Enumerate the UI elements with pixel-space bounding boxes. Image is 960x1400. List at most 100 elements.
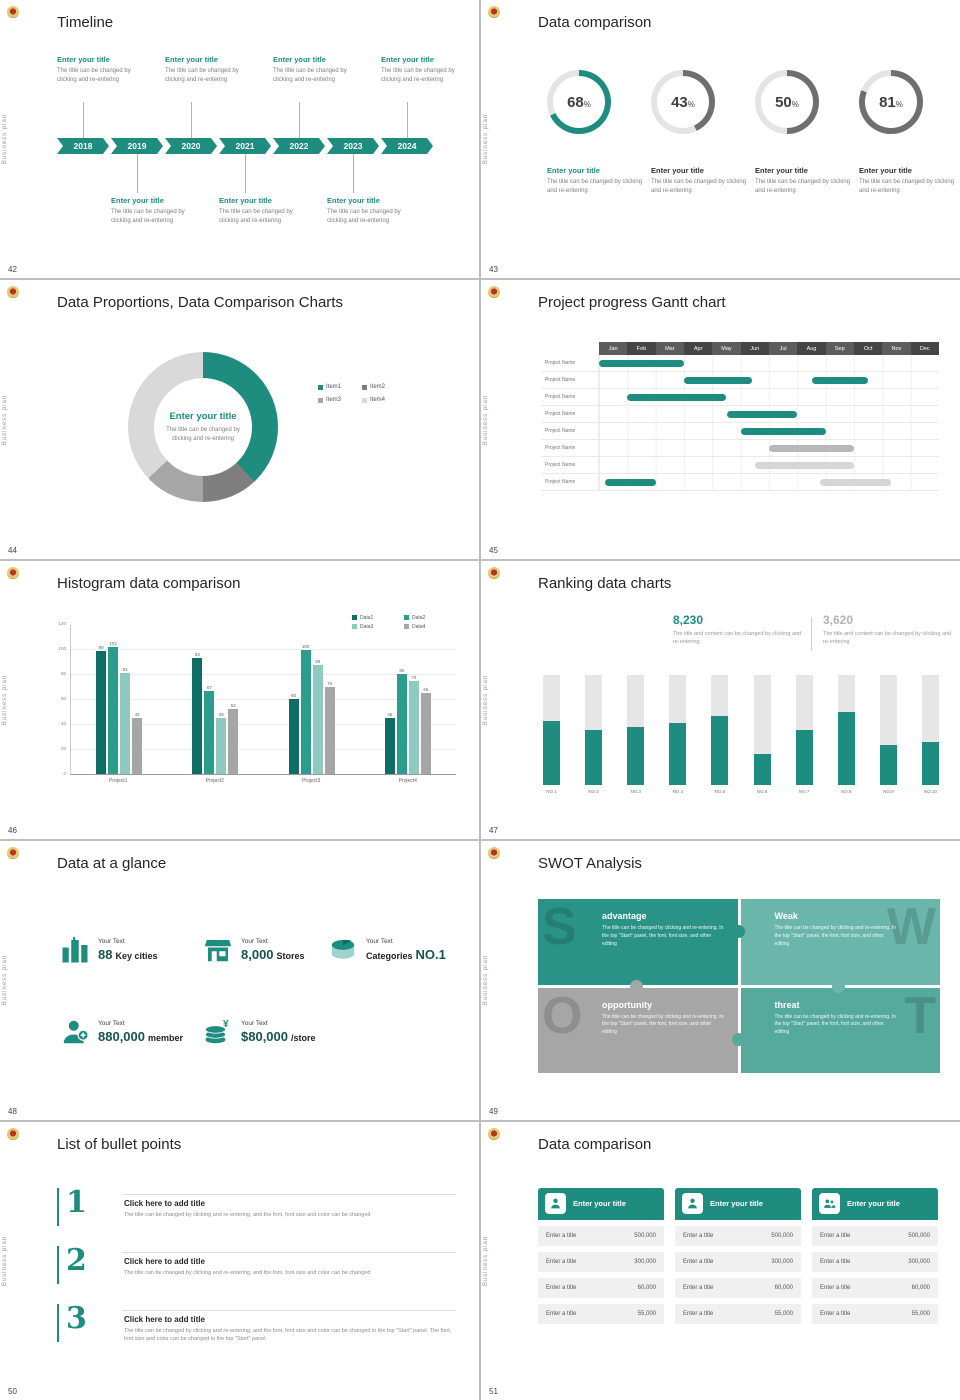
emblem-logo-icon: [488, 847, 500, 860]
ring-percent: 68: [567, 94, 584, 111]
timeline-connector: [191, 102, 192, 138]
year-marker: 2023: [327, 138, 379, 154]
stat-block: 3,620 The title and content can be chang…: [823, 612, 952, 646]
page-number: 44: [8, 545, 17, 555]
sidebar-vertical-text: Business plan: [2, 1235, 8, 1286]
card-title: Enter your title: [573, 1199, 626, 1209]
timeline-connector: [353, 154, 354, 193]
bullet-rule: [122, 1309, 456, 1311]
donut-legend: Item1 Item2 Item3 Item4: [318, 384, 406, 403]
slide-timeline[interactable]: Business plan Timeline Enter your title …: [0, 0, 479, 279]
y-tick: 80: [60, 670, 66, 676]
slide-glance[interactable]: Business plan Data at a glance Your Text…: [0, 841, 479, 1120]
swot-strength-quadrant: S advantage The title can be changed by c…: [538, 899, 738, 985]
timeline-connector: [407, 102, 408, 138]
progress-ring: 81%: [859, 70, 923, 134]
year-marker: 2021: [219, 138, 271, 154]
slide-title: Project progress Gantt chart: [538, 294, 726, 312]
stat-item: Your Text 88 Key cities: [60, 935, 158, 965]
emblem-logo-icon: [488, 6, 500, 18]
year-marker: 2018: [57, 138, 109, 154]
group-icon: [819, 1193, 840, 1215]
slide-swot[interactable]: Business plan SWOT Analysis S advantage T…: [481, 841, 960, 1120]
bar-group: 45 80 75 65: [384, 625, 431, 774]
coins-icon: ¥: [205, 1019, 229, 1044]
slide-title: SWOT Analysis: [538, 855, 642, 873]
bullet-desc: The title can be changed by clicking and…: [124, 1327, 452, 1342]
slide-donut[interactable]: Business plan Data Proportions, Data Com…: [0, 280, 479, 559]
emblem-logo-icon: [488, 286, 500, 299]
stat-value: 8,230: [673, 612, 704, 627]
gantt-bar: [627, 394, 727, 402]
gantt-row: Project Name: [541, 372, 939, 390]
gantt-bar: [604, 479, 656, 487]
bullet-number: 3: [66, 1300, 87, 1336]
emblem-logo-icon: [488, 566, 500, 579]
histogram-plot: 99 102 81 45 93 67 45 52 60 100 88 70 45…: [70, 624, 456, 775]
stat-item: ¥ Your Text $80,000/store: [203, 1017, 316, 1047]
ring-entry: Enter your title The title can be change…: [651, 166, 747, 195]
y-tick: 120: [58, 620, 66, 626]
legend-swatch: [318, 384, 323, 390]
timeline-connector: [137, 154, 138, 193]
page-number: 51: [489, 1386, 498, 1396]
slide-title: Ranking data charts: [538, 574, 672, 592]
gantt-bar: [740, 428, 826, 436]
swot-grid: S advantage The title can be changed by c…: [538, 899, 940, 1074]
ranking-labels: NO.1 NO.2 NO.3 NO.4 NO.5 NO.6 NO.7 NO.8 …: [546, 788, 937, 794]
stat-item: Your Text 880,000 member: [60, 1017, 183, 1047]
store-icon: [204, 940, 232, 962]
category-labels: Project1 Project2 Project3 Project4: [109, 777, 417, 784]
puzzle-knob: [732, 925, 745, 939]
bullet-rule: [122, 1251, 456, 1253]
bullet-desc: The title can be changed by clicking and…: [124, 1211, 371, 1218]
sidebar-vertical-text: Business plan: [2, 114, 8, 165]
card-row: Enter a title 500,000: [538, 1225, 664, 1246]
slide-title: Data comparison: [538, 14, 652, 31]
sidebar-vertical-text: Business plan: [483, 114, 489, 165]
year-marker: 2022: [273, 138, 325, 154]
gantt-bar: [811, 377, 869, 385]
progress-ring: 43%: [651, 70, 715, 134]
bullet-number: 2: [66, 1242, 87, 1278]
bar-group: 60 100 88 70: [288, 625, 335, 774]
bullet-number: 1: [66, 1184, 87, 1220]
slide-bullets[interactable]: Business plan List of bullet points 1 Cl…: [0, 1121, 479, 1400]
legend-swatch: [352, 615, 357, 621]
page-number: 48: [8, 1106, 17, 1116]
swot-letter: S: [542, 899, 577, 957]
slide-ring-comparison[interactable]: Business plan Data comparison 68% 43% 50…: [481, 0, 960, 279]
slide-gantt[interactable]: Business plan Project progress Gantt cha…: [481, 280, 960, 559]
timeline-entry: Enter your title The title can be change…: [327, 196, 401, 225]
puzzle-knob: [832, 980, 845, 994]
bar-group: 93 67 45 52: [192, 625, 239, 774]
timeline-entry: Enter your title The title can be change…: [219, 196, 293, 225]
percent-sign: %: [583, 100, 591, 109]
member-add-icon: [63, 1020, 89, 1044]
page-number: 43: [489, 265, 498, 275]
category-wheel-icon: [331, 940, 355, 959]
ranking-bars: [543, 674, 939, 785]
gantt-bar: [754, 462, 854, 470]
entry-desc: The title can be changed by clicking and…: [57, 68, 131, 84]
puzzle-knob: [732, 1033, 745, 1047]
svg-text:¥: ¥: [223, 1019, 229, 1030]
gantt-row: Project Name: [541, 474, 939, 492]
timeline-entry: Enter your title The title can be change…: [273, 55, 347, 84]
ring-entry: Enter your title The title can be change…: [755, 166, 851, 195]
slide-title: Timeline: [57, 14, 114, 31]
donut-center-desc: The title can be changed by clicking and…: [166, 426, 240, 442]
slide-histogram[interactable]: Business plan Histogram data comparison …: [0, 560, 479, 840]
presenter-icon: [545, 1193, 566, 1215]
gantt-row: Project Name: [541, 355, 939, 373]
gantt-bar: [726, 411, 798, 419]
slide-cards[interactable]: Business plan Data comparison Enter your…: [481, 1121, 960, 1400]
slide-ranking[interactable]: Business plan Ranking data charts 8,230 …: [481, 560, 960, 840]
page-number: 49: [489, 1106, 498, 1116]
slide-title: List of bullet points: [57, 1135, 182, 1153]
swot-weakness-quadrant: W Weak The title can be changed by clicki…: [740, 899, 940, 985]
stat-item: Your Text 8,000 Stores: [203, 935, 305, 965]
timeline-connector: [245, 154, 246, 193]
bullet-rule: [122, 1193, 456, 1195]
slide-title: Data comparison: [538, 1135, 652, 1153]
